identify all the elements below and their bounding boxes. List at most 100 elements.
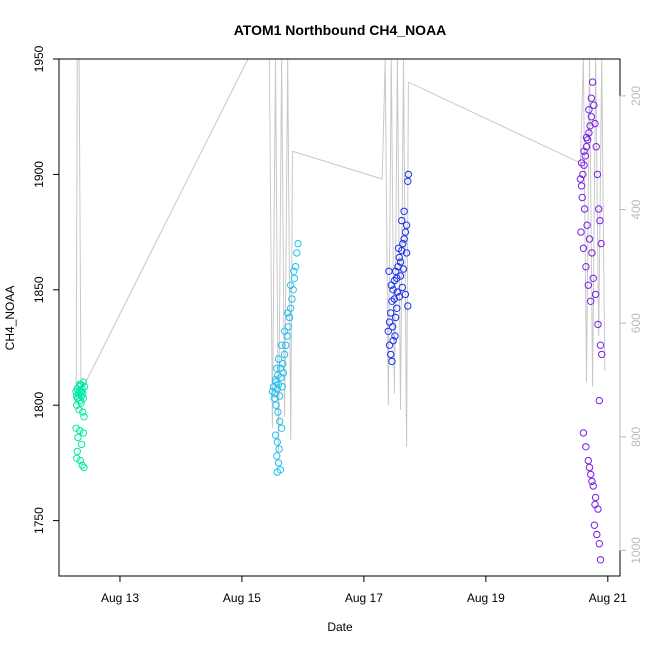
- data-point: [271, 431, 280, 439]
- y2-tick-label: 600: [629, 313, 643, 333]
- data-point: [587, 470, 595, 479]
- data-point: [388, 297, 396, 305]
- data-point: [595, 540, 603, 548]
- data-point: [578, 193, 586, 202]
- data-point: [597, 239, 605, 248]
- data-point: [579, 244, 588, 253]
- data-point: [273, 438, 281, 446]
- data-point: [277, 341, 286, 349]
- data-point: [591, 500, 599, 509]
- data-point: [580, 161, 588, 169]
- data-point: [591, 290, 600, 299]
- data-point: [79, 408, 87, 416]
- data-point: [596, 341, 605, 349]
- data-point: [576, 175, 585, 183]
- series-3: [384, 170, 413, 366]
- data-point: [279, 360, 287, 368]
- data-point: [583, 221, 591, 229]
- data-point: [274, 371, 282, 379]
- data-point: [396, 272, 405, 280]
- data-point: [593, 530, 601, 539]
- data-point: [387, 350, 395, 359]
- data-point: [582, 263, 590, 271]
- chart-title: ATOM1 Northbound CH4_NOAA: [234, 22, 447, 38]
- data-point: [402, 221, 411, 229]
- data-point: [596, 556, 605, 564]
- x-tick-label: Aug 15: [223, 591, 261, 605]
- data-point: [389, 336, 397, 345]
- data-point: [594, 320, 602, 329]
- data-point: [582, 443, 590, 451]
- data-point: [585, 106, 593, 114]
- data-point: [80, 383, 89, 391]
- data-point: [80, 413, 88, 421]
- data-point: [401, 290, 410, 299]
- data-point: [273, 452, 281, 460]
- data-point: [580, 147, 588, 156]
- data-point: [401, 228, 410, 236]
- data-point: [280, 327, 289, 335]
- series-4: [576, 78, 606, 564]
- data-point: [589, 482, 597, 490]
- data-point: [588, 78, 597, 86]
- data-point: [404, 170, 413, 179]
- data-point: [598, 350, 606, 359]
- data-point: [584, 281, 592, 289]
- data-point: [391, 332, 399, 340]
- x-tick-label: Aug 19: [467, 591, 505, 605]
- y2-tick-label: 800: [629, 426, 643, 446]
- data-point: [271, 376, 280, 384]
- data-point: [79, 394, 88, 402]
- y2-tick-label: 200: [629, 86, 643, 106]
- data-point: [284, 309, 292, 317]
- data-point: [290, 274, 299, 282]
- pressure-trace-line: [75, 59, 606, 452]
- data-point: [73, 385, 82, 393]
- data-point: [277, 424, 286, 432]
- data-point: [274, 408, 282, 416]
- data-point: [581, 152, 589, 160]
- data-point: [75, 406, 83, 414]
- data-point: [287, 304, 295, 312]
- data-point: [384, 327, 392, 335]
- data-point: [589, 274, 597, 282]
- data-point: [579, 429, 588, 437]
- data-point: [76, 456, 85, 465]
- data-point: [275, 445, 283, 453]
- data-point: [400, 235, 408, 243]
- data-point: [287, 281, 295, 289]
- plot-frame: [58, 58, 621, 577]
- data-point: [79, 378, 88, 386]
- data-point: [73, 454, 81, 462]
- data-point: [587, 113, 595, 121]
- data-point: [285, 313, 294, 322]
- x-tick-label: Aug 17: [345, 591, 383, 605]
- data-point: [388, 357, 396, 366]
- y-tick-label: 1750: [32, 507, 46, 534]
- data-point: [398, 283, 406, 292]
- data-point: [591, 493, 600, 502]
- data-point: [590, 521, 599, 529]
- data-point: [580, 205, 589, 213]
- data-point: [404, 177, 412, 186]
- data-point: [593, 170, 602, 179]
- y-tick-label: 1900: [32, 161, 46, 188]
- data-point: [385, 341, 394, 349]
- data-point: [293, 249, 301, 257]
- data-point: [577, 159, 586, 167]
- series-2: [268, 239, 302, 476]
- data-point: [588, 477, 596, 486]
- data-point: [291, 263, 300, 271]
- data-point: [274, 355, 283, 363]
- data-point: [77, 399, 85, 407]
- data-point: [398, 216, 406, 225]
- data-point: [387, 309, 395, 317]
- data-point: [388, 323, 397, 331]
- data-point: [393, 274, 401, 282]
- data-point: [280, 350, 289, 359]
- data-point: [288, 295, 296, 303]
- data-point: [387, 281, 395, 289]
- data-point: [73, 447, 82, 456]
- data-point: [385, 267, 393, 275]
